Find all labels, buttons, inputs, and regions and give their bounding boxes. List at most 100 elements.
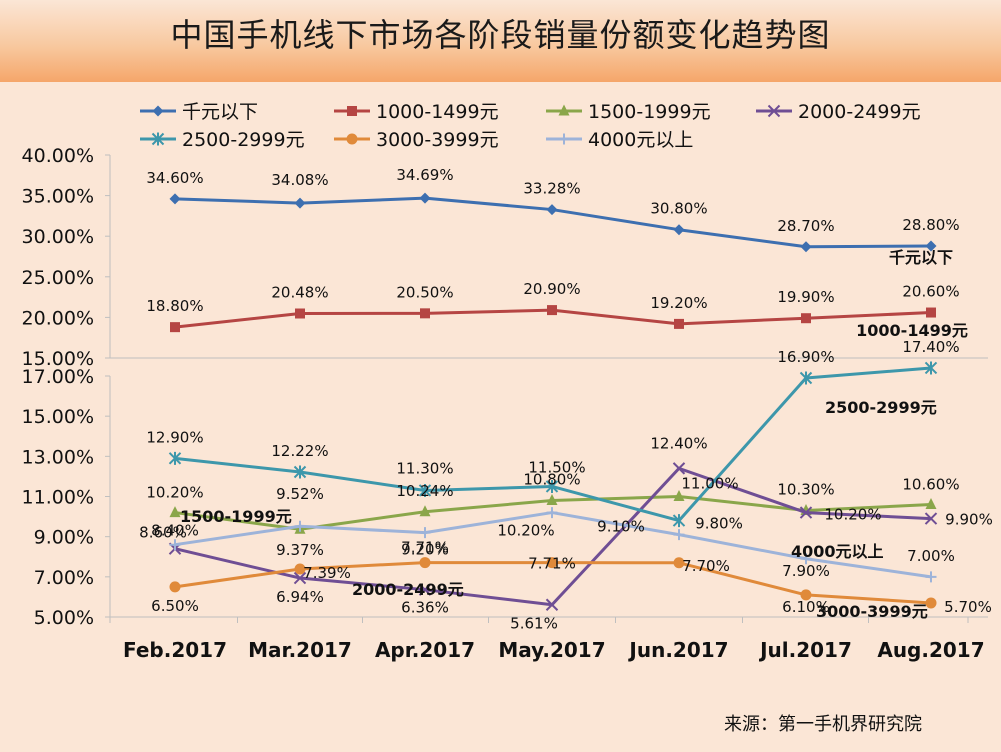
data-point	[293, 571, 307, 585]
y-tick-label: 5.00%	[34, 607, 94, 629]
x-tick-label: Jul.2017	[758, 638, 852, 662]
data-label: 10.20%	[146, 484, 203, 502]
data-label: 9.20%	[401, 541, 449, 559]
x-tick-label: Aug.2017	[877, 638, 984, 662]
data-point	[418, 583, 432, 596]
data-label: 10.60%	[902, 476, 959, 494]
data-point	[672, 514, 686, 528]
data-label: 7.90%	[782, 562, 830, 580]
series-name-tag: 2000-2499元	[352, 580, 464, 599]
legend-label: 2000-2499元	[798, 101, 921, 123]
data-label: 9.90%	[945, 511, 993, 529]
data-point	[419, 527, 431, 539]
data-label: 18.80%	[146, 297, 203, 315]
data-point	[672, 462, 686, 475]
data-label: 28.70%	[777, 217, 834, 235]
data-point	[546, 204, 558, 216]
data-label: 20.50%	[396, 283, 453, 301]
data-label: 6.50%	[151, 597, 199, 615]
y-tick-label: 11.00%	[22, 487, 94, 509]
source-note: 来源：第一手机界研究院	[724, 714, 922, 735]
data-point	[418, 483, 432, 497]
series-name-tag: 4000元以上	[791, 542, 884, 561]
data-point	[925, 498, 937, 510]
data-point	[673, 224, 685, 236]
x-tick-label: Mar.2017	[248, 638, 352, 662]
data-label: 9.10%	[597, 518, 645, 536]
data-label: 28.80%	[902, 216, 959, 234]
data-label: 19.90%	[777, 288, 834, 306]
data-point	[924, 512, 938, 525]
data-point	[926, 307, 936, 318]
legend-marker	[558, 133, 570, 145]
series-name-tag: 1000-1499元	[856, 321, 968, 340]
data-point	[674, 318, 684, 329]
data-point	[799, 371, 813, 385]
data-label: 6.36%	[401, 599, 449, 617]
data-point	[170, 322, 180, 333]
y-tick-label: 15.00%	[22, 348, 94, 370]
data-label: 9.52%	[276, 485, 324, 503]
data-label: 20.48%	[271, 284, 328, 302]
data-point	[925, 240, 937, 252]
data-point	[294, 197, 306, 209]
data-point	[800, 241, 812, 253]
legend-marker	[767, 104, 781, 118]
legend-label: 2500-2999元	[182, 129, 305, 151]
y-tick-label: 20.00%	[22, 307, 94, 329]
data-label: 20.60%	[902, 283, 959, 301]
data-point	[295, 308, 305, 319]
data-point	[673, 490, 685, 501]
data-label: 7.71%	[401, 539, 449, 557]
data-point	[420, 308, 430, 319]
y-tick-label: 15.00%	[22, 406, 94, 428]
data-label: 10.20%	[824, 506, 881, 524]
x-tick-label: Feb.2017	[123, 638, 227, 662]
data-point	[924, 361, 938, 375]
series-name-tag: 1500-1999元	[180, 507, 292, 526]
data-label: 10.30%	[777, 481, 834, 499]
data-label: 10.20%	[497, 522, 554, 540]
data-point	[545, 479, 559, 493]
chart-title: 中国手机线下市场各阶段销量份额变化趋势图	[170, 16, 831, 54]
y-tick-label: 13.00%	[22, 446, 94, 468]
data-label: 30.80%	[650, 200, 707, 218]
y-tick-label: 40.00%	[22, 145, 94, 167]
data-label: 11.30%	[396, 459, 453, 477]
series-name-tag: 3000-3999元	[816, 602, 928, 621]
data-point	[169, 506, 181, 518]
data-label: 10.24%	[396, 482, 453, 500]
legend-label: 千元以下	[182, 101, 258, 123]
legend-marker	[346, 133, 358, 145]
data-point	[799, 506, 813, 519]
data-point	[168, 451, 182, 465]
data-point	[801, 313, 811, 324]
legend-marker	[558, 104, 570, 116]
data-label: 34.60%	[146, 169, 203, 187]
legend-marker	[347, 106, 357, 116]
data-label: 9.37%	[276, 541, 324, 559]
data-label: 6.10%	[782, 598, 830, 616]
legend-label: 4000元以上	[588, 129, 693, 151]
data-label: 9.80%	[695, 515, 743, 533]
data-point	[800, 589, 812, 601]
series-name-tag: 千元以下	[889, 248, 953, 267]
x-tick-label: May.2017	[498, 638, 605, 662]
data-label: 34.69%	[396, 166, 453, 184]
data-point	[419, 505, 431, 517]
data-point	[293, 465, 307, 479]
data-label: 6.94%	[276, 588, 324, 606]
data-point	[546, 557, 558, 569]
legend-marker	[152, 105, 164, 117]
y-tick-label: 7.00%	[34, 567, 94, 589]
data-label: 12.90%	[146, 428, 203, 446]
data-point	[545, 598, 559, 611]
data-label: 11.50%	[528, 458, 585, 476]
data-label: 16.90%	[777, 348, 834, 366]
legend-label: 3000-3999元	[376, 129, 499, 151]
data-label: 5.70%	[944, 598, 992, 616]
y-tick-label: 30.00%	[22, 226, 94, 248]
title-banner	[0, 0, 1001, 82]
data-label: 8.60%	[139, 524, 187, 542]
